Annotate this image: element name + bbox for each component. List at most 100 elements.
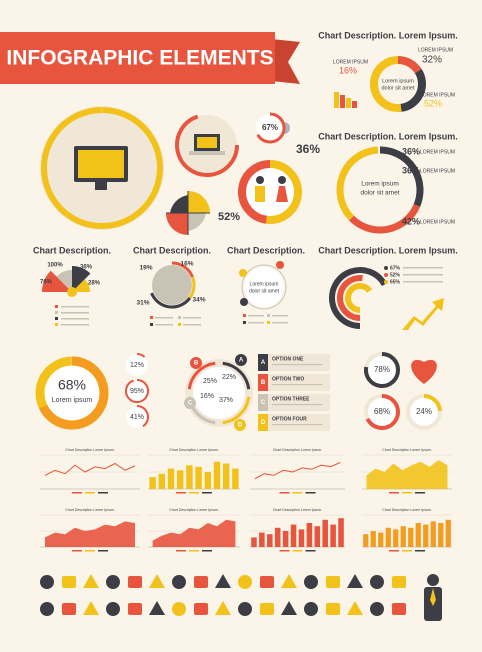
donut-segment [370,56,402,112]
option-title: OPTION ONE [272,356,304,362]
icon [149,601,165,615]
arc [256,112,286,144]
donut-bg [238,160,302,224]
chart-title: Chart Description. Lorem Ipsum. [318,245,458,255]
legend-swatch [55,323,58,326]
legend-swatch [243,321,246,324]
icon [326,603,340,615]
legend-swatch [178,323,181,326]
icon [304,602,318,616]
banner [0,32,275,84]
laptop-base [189,151,225,155]
ring-bg [364,352,400,388]
icon [172,575,186,589]
icon [260,603,274,615]
arc [423,394,442,412]
fan-slice [72,279,90,292]
label: LOREM IPSUM [418,47,453,53]
icon [281,574,297,588]
letter: B [261,380,266,386]
node [240,298,248,306]
node [239,269,247,277]
bar [385,527,391,547]
mini-legend [72,492,82,494]
letter: A [239,358,244,364]
bar [408,527,414,547]
percent: 41% [130,414,144,421]
percent: 16% [200,393,214,400]
percent: 25% [203,378,217,385]
badge [256,114,284,142]
arc [38,356,109,430]
icon [194,603,208,615]
legend-swatch [150,316,153,319]
option-line [272,424,322,426]
bar [338,518,344,547]
mini-legend [202,550,212,552]
percent: 24% [416,407,432,416]
icon [392,603,406,615]
mini-title: Chart Description Lorem Ipsum. [273,508,322,512]
percent: 68% [58,377,86,393]
option-line [272,364,322,366]
line [254,462,341,480]
arc [222,396,251,425]
screen [78,150,124,178]
bar [415,523,421,547]
mini-legend [176,550,186,552]
bar [186,465,193,489]
mini-title: Chart Description Lorem Ipsum. [273,448,322,452]
area [366,460,448,489]
mini-legend [189,492,199,494]
icon [40,575,54,589]
icon [149,574,165,588]
mini-legend [85,492,95,494]
businessman-head [427,574,439,586]
legend-line [61,324,89,326]
bubble [126,354,148,376]
arc [222,361,251,390]
letter-badge [235,354,247,366]
percent: 37% [219,397,233,404]
pie-slice [188,213,206,231]
bar [251,537,257,547]
mini-title: Chart Description Lorem Ipsum. [65,448,114,452]
fan-slice [42,270,72,292]
icon [215,574,231,588]
percent: 76% [40,280,53,286]
bar [204,472,212,489]
icon [370,602,384,616]
bar [314,526,321,547]
bar [330,524,336,547]
chart-title: Chart Description. [227,245,305,255]
option-title: OPTION FOUR [272,416,307,422]
hero-ring [41,107,163,229]
donut-segment [400,69,426,112]
percent: 16% [180,261,193,268]
mini-legend [305,492,316,494]
icon [370,575,384,589]
option-box [258,374,330,391]
stand [95,182,107,190]
mini-legend [389,492,399,494]
percent: 52% [390,272,401,278]
percent: 68% [374,407,390,416]
mini-legend [305,550,316,552]
donut-segment [397,56,422,74]
legend-line [61,312,89,314]
mini-legend [98,550,108,552]
icon [128,576,142,588]
person [276,186,288,202]
letter-badge [234,419,246,431]
circle [244,267,284,307]
option-box [258,394,330,411]
arc [187,361,216,390]
label: Lorem ipsum [250,281,279,287]
letter: D [238,423,243,429]
percent: 16% [339,65,357,75]
pie-slice [188,191,210,213]
pie-slice [170,195,188,213]
icon [83,601,99,615]
percent: 52% [218,211,240,223]
